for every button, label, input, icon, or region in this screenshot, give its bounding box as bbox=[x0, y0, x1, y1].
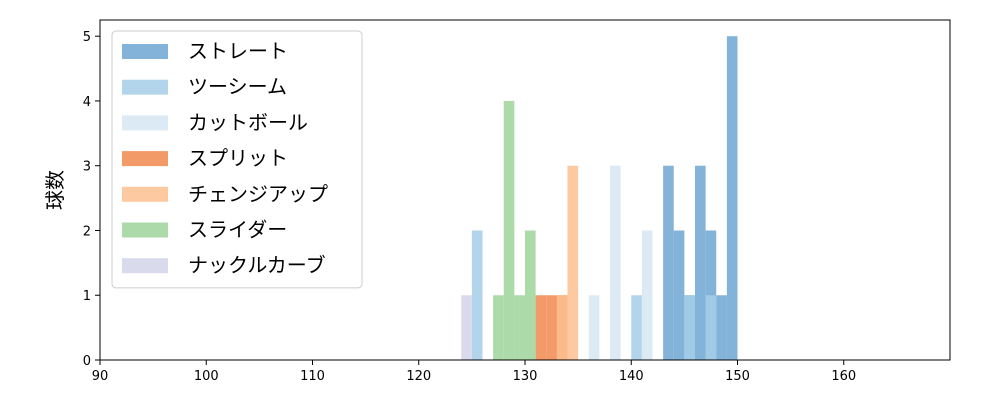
legend-box bbox=[111, 30, 363, 289]
legend-label: カットボール bbox=[188, 110, 308, 134]
bar-series-1-bin-1 bbox=[631, 295, 642, 360]
legend-swatch bbox=[122, 186, 168, 202]
x-tick-label: 130 bbox=[513, 369, 538, 384]
bar-series-2-bin-2 bbox=[641, 230, 653, 360]
x-tick-label: 100 bbox=[194, 369, 219, 384]
bar-series-6-bin-0 bbox=[461, 295, 472, 360]
legend-swatch bbox=[122, 79, 168, 95]
x-tick-label: 160 bbox=[831, 369, 856, 384]
y-axis-label: 球数 bbox=[43, 170, 67, 210]
bar-series-0-bin-1 bbox=[673, 230, 685, 360]
bar-series-4-bin-0 bbox=[556, 295, 568, 360]
legend-swatch bbox=[122, 151, 168, 167]
x-tick-label: 150 bbox=[725, 369, 750, 384]
bar-series-2-bin-1 bbox=[610, 165, 621, 360]
y-tick-label: 4 bbox=[83, 95, 91, 110]
bar-series-4-bin-1 bbox=[567, 165, 579, 360]
legend-swatch bbox=[122, 44, 168, 59]
bar-series-2-bin-0 bbox=[588, 295, 600, 360]
bar-series-5-bin-1 bbox=[503, 100, 515, 360]
legend-swatch bbox=[122, 258, 168, 274]
x-axis: 90 100 110 120 130 140 150 160 bbox=[92, 360, 856, 384]
y-tick-label: 2 bbox=[83, 224, 91, 239]
bar-series-1-bin-2 bbox=[684, 295, 695, 360]
bar-series-0-bin-3 bbox=[695, 165, 706, 360]
legend-label: スプリット bbox=[188, 146, 288, 170]
bar-series-3-bin-0 bbox=[535, 295, 547, 360]
legend-label: スライダー bbox=[188, 218, 287, 242]
x-tick-label: 90 bbox=[92, 369, 109, 384]
legend-label: ストレート bbox=[188, 39, 288, 63]
legend-label: ツーシーム bbox=[188, 75, 287, 99]
y-tick-label: 1 bbox=[83, 289, 91, 304]
legend-swatch bbox=[122, 222, 168, 238]
x-tick-label: 110 bbox=[300, 369, 325, 384]
y-tick-label: 0 bbox=[83, 354, 91, 369]
bar-series-0-bin-0 bbox=[663, 165, 674, 360]
bar-series-0-bin-6 bbox=[726, 36, 738, 360]
bar-series-5-bin-3 bbox=[525, 230, 536, 360]
legend-label: チェンジアップ bbox=[188, 182, 328, 206]
bar-series-0-bin-5 bbox=[716, 295, 727, 360]
legend-swatch bbox=[122, 115, 168, 131]
bar-series-5-bin-2 bbox=[514, 295, 525, 360]
y-tick-label: 5 bbox=[83, 30, 91, 45]
bar-series-3-bin-1 bbox=[546, 295, 557, 360]
legend-label: ナックルカーブ bbox=[188, 253, 326, 277]
y-axis: 0 1 2 3 4 5 bbox=[83, 30, 100, 369]
y-tick-label: 3 bbox=[83, 160, 91, 175]
x-tick-label: 120 bbox=[406, 369, 431, 384]
x-tick-label: 140 bbox=[619, 369, 644, 384]
bars-layer bbox=[461, 36, 738, 360]
bar-series-1-bin-3 bbox=[705, 295, 717, 360]
bar-series-5-bin-0 bbox=[493, 295, 504, 360]
bar-series-1-bin-0 bbox=[471, 230, 483, 360]
